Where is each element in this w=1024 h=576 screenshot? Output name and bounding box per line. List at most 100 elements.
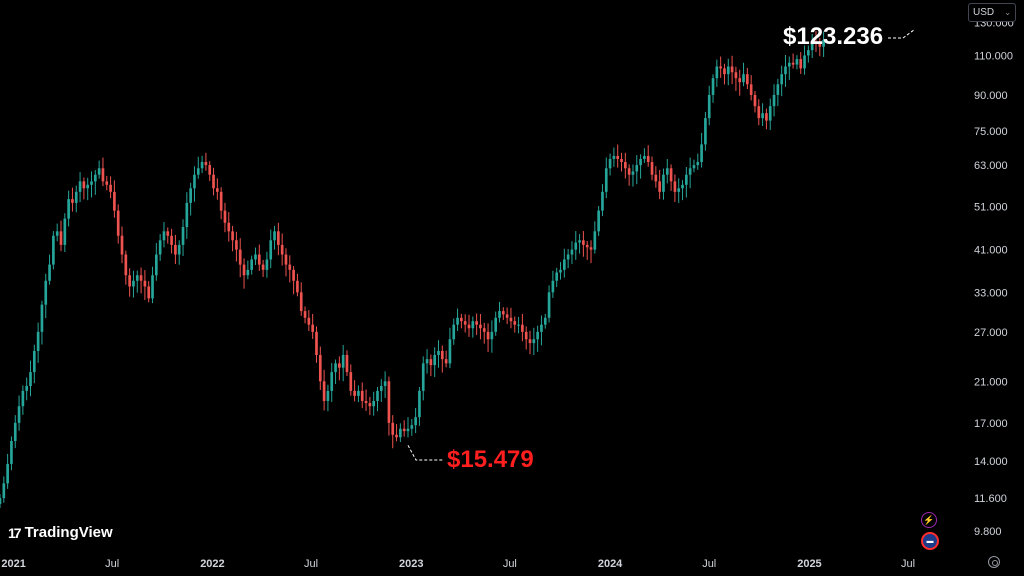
candle-body — [338, 363, 341, 368]
candle-body — [353, 390, 356, 396]
time-tick-label: 2022 — [200, 558, 224, 570]
candle-body — [562, 259, 566, 270]
candle-body — [673, 181, 677, 192]
candle-body — [444, 359, 448, 364]
candle-body — [379, 386, 383, 391]
candle-body — [238, 249, 242, 265]
candle-body — [501, 311, 505, 315]
candle-body — [772, 94, 776, 107]
candle-body — [196, 168, 200, 175]
candle-body — [105, 181, 109, 185]
candle-body — [784, 66, 787, 75]
candlestick-series — [0, 30, 825, 509]
candle-body — [746, 74, 749, 85]
candle-body — [460, 317, 463, 322]
candle-body — [711, 78, 715, 95]
candle-body — [761, 113, 764, 119]
candle-body — [170, 235, 173, 245]
price-tick-label: 33.000 — [974, 287, 1008, 299]
candle-body — [768, 106, 772, 121]
low-leader-line — [407, 445, 444, 461]
price-tick-label: 51.000 — [974, 202, 1008, 214]
candle-body — [235, 240, 238, 250]
price-tick-label: 11.600 — [974, 493, 1007, 505]
candle-body — [10, 441, 13, 464]
gear-icon[interactable] — [988, 556, 1000, 568]
candle-body — [59, 231, 63, 245]
candle-body — [757, 106, 761, 119]
candle-body — [631, 171, 635, 175]
candle-body — [433, 355, 437, 366]
candle-body — [257, 254, 261, 265]
candle-body — [429, 359, 433, 366]
candle-body — [402, 428, 406, 432]
candle-body — [620, 158, 623, 163]
candle-body — [0, 498, 2, 505]
candle-body — [822, 39, 825, 47]
candle-body — [334, 363, 337, 373]
candle-body — [387, 381, 391, 423]
candle-body — [48, 264, 51, 281]
lightning-event-icon[interactable]: ⚡ — [921, 512, 937, 528]
candle-body — [452, 324, 456, 340]
candle-body — [78, 181, 82, 192]
time-axis[interactable]: 2021 Jul 2022 Jul 2023 Jul 2024 Jul 2025 Jul — [1, 558, 915, 570]
candle-body — [166, 231, 170, 236]
candle-body — [93, 174, 97, 182]
candle-body — [410, 425, 414, 429]
candle-body — [128, 275, 131, 287]
candle-body — [791, 62, 795, 65]
candle-body — [707, 94, 711, 119]
candle-body — [658, 181, 661, 192]
candle-body — [399, 428, 402, 438]
candle-body — [524, 331, 528, 340]
candle-body — [635, 165, 639, 172]
candle-body — [189, 188, 192, 203]
us-flag-event-icon[interactable]: ▬ — [921, 532, 939, 550]
candle-body — [322, 381, 326, 401]
candle-body — [246, 269, 250, 276]
candle-body — [292, 269, 295, 281]
candle-body — [650, 162, 654, 175]
candle-body — [654, 174, 658, 182]
candle-body — [421, 363, 425, 391]
candle-body — [200, 162, 204, 169]
candle-body — [616, 155, 620, 159]
candle-body — [589, 247, 593, 250]
time-tick-label: 2023 — [399, 558, 423, 570]
candle-body — [570, 249, 574, 255]
price-axis[interactable]: 130.000110.00090.00075.00063.00051.00041… — [974, 18, 1014, 539]
callout-leaders — [407, 28, 916, 461]
candle-body — [418, 390, 421, 418]
time-tick-label: Jul — [901, 558, 915, 570]
candle-body — [726, 66, 730, 75]
candle-body — [700, 144, 703, 163]
candle-body — [639, 158, 642, 166]
candle-body — [814, 41, 818, 44]
candle-body — [517, 324, 520, 326]
currency-selector[interactable]: USD ⌄ — [968, 3, 1016, 22]
candle-body — [6, 463, 9, 484]
candle-body — [780, 74, 784, 85]
candle-body — [13, 422, 17, 442]
candle-body — [174, 244, 177, 255]
candle-body — [284, 254, 288, 265]
candle-body — [273, 231, 276, 241]
candle-body — [143, 280, 147, 287]
candle-body — [585, 244, 589, 248]
candle-body — [646, 155, 650, 163]
price-tick-label: 14.000 — [974, 456, 1008, 468]
candle-body — [242, 264, 246, 276]
candle-body — [521, 324, 524, 332]
candle-body — [151, 275, 154, 299]
candle-body — [147, 286, 151, 299]
candle-body — [158, 240, 162, 255]
candle-body — [318, 355, 322, 382]
candle-body — [315, 331, 318, 356]
candle-body — [71, 199, 74, 203]
candle-body — [74, 191, 78, 203]
candle-body — [753, 94, 757, 107]
chevron-down-icon: ⌄ — [1004, 8, 1011, 17]
candle-body — [734, 72, 738, 79]
